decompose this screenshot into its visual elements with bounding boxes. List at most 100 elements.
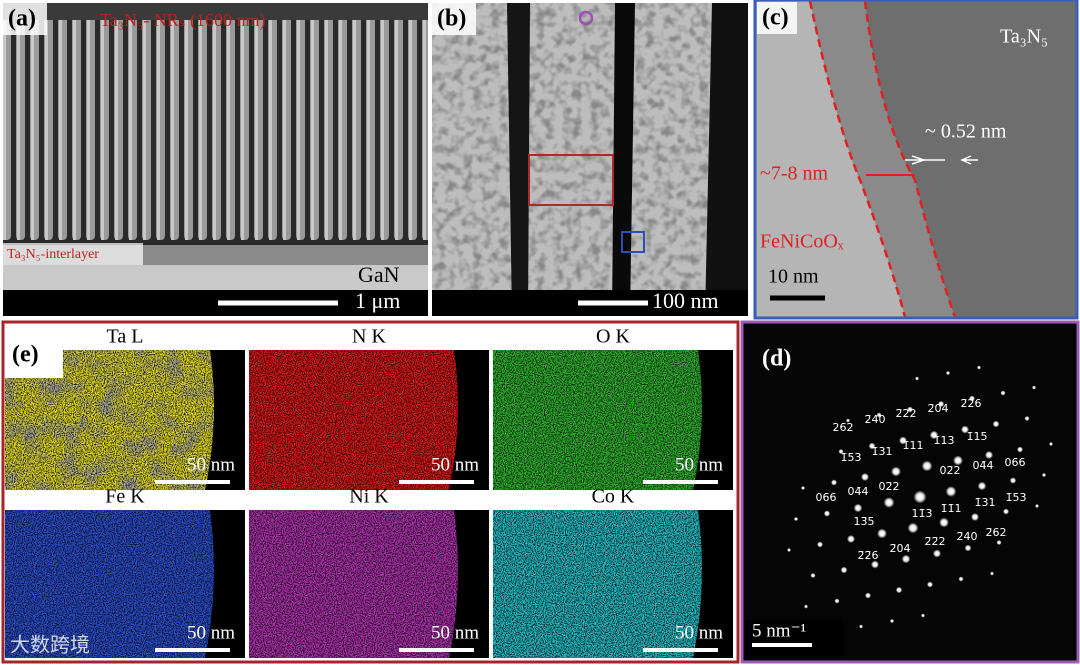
- diffraction-spot: [929, 430, 939, 440]
- annotation: ~ 0.52 nm: [925, 121, 1007, 143]
- nanorods: [3, 20, 428, 255]
- diffraction-spot: [853, 503, 863, 513]
- miller-index: 1̄53: [841, 451, 862, 464]
- roi-box: [621, 231, 645, 253]
- info-bar: [3, 290, 428, 316]
- gap: [507, 3, 530, 316]
- miller-index: 1̄15: [967, 430, 988, 443]
- diffraction-spot: [977, 365, 981, 370]
- diffraction-spot: [977, 481, 987, 491]
- vacuum-region: [756, 1, 905, 317]
- miller-index: 2̄40: [957, 530, 978, 543]
- miller-index: 02̄2: [940, 464, 961, 477]
- scale-label: 50 nm: [431, 622, 479, 643]
- miller-index: 2̄2̄6: [858, 549, 879, 562]
- panel-label: (e): [12, 342, 39, 368]
- diffraction-spot: [877, 528, 887, 539]
- panel-c: (c) Ta₃N₅ ~ 0.52 nm ~7-8 nm FeNiCoOₓ 10 …: [753, 0, 1079, 320]
- diffraction-spot: [846, 534, 856, 544]
- annotation: Ta₃N₅- NRₛ (1600 nm): [100, 10, 265, 31]
- diffraction-spot: [801, 486, 805, 490]
- edge: [449, 510, 489, 658]
- gap: [705, 3, 748, 316]
- eds-noise: [493, 350, 733, 490]
- eds-noise: [249, 510, 489, 658]
- roi-box: [528, 154, 614, 206]
- edge: [693, 510, 733, 658]
- diffraction-spot: [964, 544, 972, 552]
- annotation: ~7-8 nm: [760, 163, 828, 185]
- gap: [612, 3, 635, 316]
- eds-noise: [249, 350, 489, 490]
- diffraction-spot: [939, 517, 949, 528]
- label-bg: [5, 338, 63, 378]
- element-label: Fe K: [105, 486, 145, 508]
- diffraction-spot: [860, 472, 870, 482]
- scale-label: 5 nm⁻¹: [752, 620, 807, 641]
- diffraction-spot: [1024, 415, 1030, 422]
- diffraction-spot: [907, 522, 919, 534]
- diffraction-spot: [1041, 472, 1047, 478]
- diffraction-spot: [932, 549, 942, 558]
- miller-index: 1̄11: [903, 439, 924, 452]
- diffraction-spot: [891, 466, 901, 477]
- diffraction-spot: [921, 460, 933, 472]
- boundary: [863, 0, 957, 318]
- miller-index: 13̄5: [854, 515, 875, 528]
- miller-index: 02̄2: [879, 480, 900, 493]
- watermark: 大数跨境: [10, 633, 90, 657]
- miller-index: 2̄04: [890, 542, 911, 555]
- annotation: Ta₃N₅: [1000, 26, 1048, 48]
- diffraction-spot: [804, 604, 808, 609]
- diffraction-spot: [859, 624, 863, 629]
- diffraction-spot: [945, 486, 957, 497]
- diffraction-spot: [968, 395, 976, 402]
- scale-label: 1 μm: [355, 288, 400, 313]
- diffraction-spot: [838, 448, 844, 455]
- diffraction-spot: [883, 497, 895, 508]
- edge: [449, 350, 489, 490]
- diffraction-spot: [945, 370, 951, 376]
- scale-label: 10 nm: [768, 266, 819, 288]
- eds-noise: [493, 510, 733, 658]
- annotation: FeNiCoOₓ: [760, 231, 844, 253]
- diffraction-spot: [834, 598, 840, 604]
- diffraction-spot: [864, 592, 872, 599]
- miller-index: 1̄1̄1: [941, 502, 962, 515]
- edge: [693, 350, 733, 490]
- scale-label: 50 nm: [187, 622, 235, 643]
- diffraction-spot: [960, 425, 970, 434]
- diffraction-spot: [889, 618, 895, 624]
- panel-e: Ta L 50 nm N K 50 nm O K 50 nm Fe K 50 nm Ni K 50…: [1, 320, 740, 664]
- miller-index: 1̄53: [1006, 491, 1027, 504]
- miller-index: 2̄2̄6: [961, 397, 982, 410]
- porous-texture: [432, 3, 748, 316]
- diffraction-spot: [876, 412, 882, 418]
- diffraction-spot: [810, 572, 816, 579]
- element-label: Ta L: [107, 326, 144, 348]
- diffraction-spot: [793, 516, 799, 522]
- diffraction-spot: [926, 581, 934, 588]
- miller-index: 11̄3: [912, 507, 933, 520]
- diffraction-spot: [830, 479, 838, 486]
- label-bg: [757, 2, 797, 34]
- miller-index: 04̄4: [973, 459, 994, 472]
- diffraction-spot: [1009, 477, 1017, 484]
- diffraction-spot: [921, 613, 925, 618]
- diffraction-spot: [958, 576, 964, 582]
- panel-b: (b) 100 nm: [432, 3, 748, 316]
- label-bg: [3, 3, 47, 35]
- diffraction-spot: [953, 455, 963, 466]
- diffraction-spot: [913, 490, 927, 504]
- miller-index: 06̄6: [816, 491, 837, 504]
- scale-label: 50 nm: [675, 454, 723, 475]
- diffraction-spot: [970, 512, 980, 522]
- edge: [205, 510, 245, 658]
- coating-layer: [810, 1, 955, 317]
- spacing-arrows: [905, 155, 978, 165]
- miller-index: 1̄31: [872, 445, 893, 458]
- label-bg: [3, 243, 143, 265]
- element-label: Co K: [592, 486, 635, 508]
